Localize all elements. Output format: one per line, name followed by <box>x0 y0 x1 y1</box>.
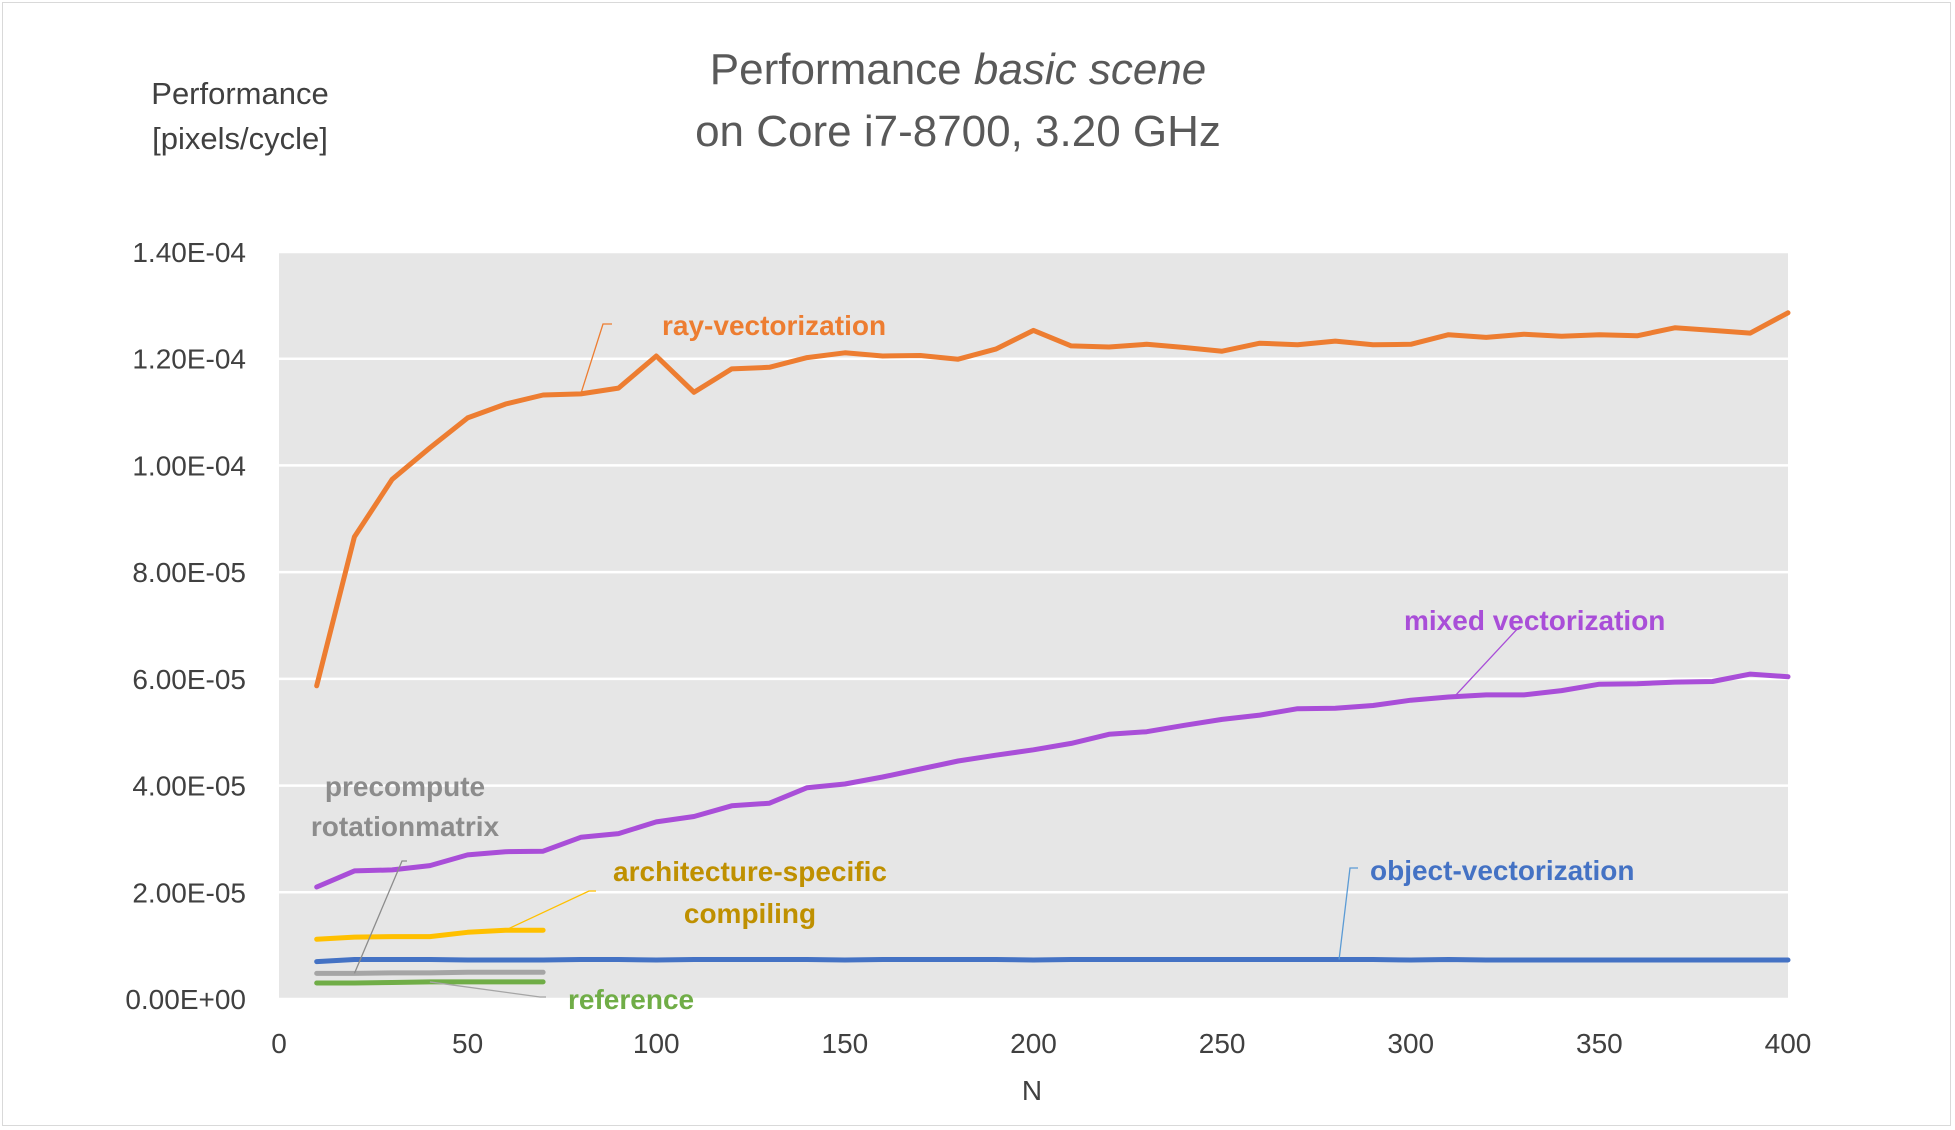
y-tick-label: 0.00E+00 <box>125 984 246 1015</box>
gridlines <box>279 250 1788 1001</box>
x-tick-label: 150 <box>822 1028 869 1059</box>
label-ray-vectorization: ray-vectorization <box>662 310 886 341</box>
chart-title-normal: Performance <box>710 45 974 94</box>
chart-title-line-2: on Core i7-8700, 3.20 GHz <box>695 107 1221 156</box>
series-line-object-vectorization <box>314 957 1791 965</box>
leader-architecture-specific <box>505 890 596 931</box>
y-axis-label-line-2: [pixels/cycle] <box>152 121 328 156</box>
leader-precompute <box>353 860 407 974</box>
y-tick-label: 1.20E-04 <box>132 344 246 375</box>
series-line-reference <box>314 979 546 986</box>
label-reference: reference <box>568 984 694 1015</box>
label-object-vectorization: object-vectorization <box>1370 855 1634 886</box>
x-axis-ticks: 0 50 100 150 200 250 300 350 400 <box>271 1028 1811 1059</box>
series-lines <box>314 310 1791 986</box>
series-line-mixed-vectorization <box>314 671 1791 890</box>
leader-ray-vectorization <box>580 323 612 395</box>
leader-object-vectorization <box>1338 867 1358 960</box>
label-precompute-line-2: rotationmatrix <box>311 811 500 842</box>
chart-title-italic: basic scene <box>974 45 1206 94</box>
leader-reference <box>429 981 546 998</box>
x-tick-label: 400 <box>1765 1028 1812 1059</box>
y-axis-ticks: 0.00E+00 2.00E-05 4.00E-05 6.00E-05 8.00E-05… <box>125 237 246 1015</box>
x-tick-label: 100 <box>633 1028 680 1059</box>
x-tick-label: 50 <box>452 1028 483 1059</box>
y-tick-label: 1.00E-04 <box>132 450 246 481</box>
y-tick-label: 2.00E-05 <box>132 877 246 908</box>
y-tick-label: 4.00E-05 <box>132 771 246 802</box>
plot-area <box>279 252 1788 999</box>
label-leader-lines <box>353 323 1521 998</box>
x-tick-label: 350 <box>1576 1028 1623 1059</box>
x-tick-label: 200 <box>1010 1028 1057 1059</box>
label-architecture-specific-line-2: compiling <box>684 898 816 929</box>
chart-title-line-1: Performance basic scene <box>710 45 1206 94</box>
x-axis-label: N <box>1022 1075 1042 1106</box>
x-tick-label: 250 <box>1199 1028 1246 1059</box>
y-axis-label-line-1: Performance <box>151 76 328 111</box>
y-tick-label: 8.00E-05 <box>132 557 246 588</box>
x-tick-label: 0 <box>271 1028 287 1059</box>
label-mixed-vectorization: mixed vectorization <box>1404 605 1665 636</box>
label-architecture-specific-line-1: architecture-specific <box>613 856 887 887</box>
leader-mixed-vectorization <box>1452 625 1521 697</box>
label-precompute-line-1: precompute <box>325 771 485 802</box>
x-tick-label: 300 <box>1387 1028 1434 1059</box>
series-line-precompute-rotationmatrix <box>314 969 546 976</box>
y-tick-label: 1.40E-04 <box>132 237 246 268</box>
y-tick-label: 6.00E-05 <box>132 664 246 695</box>
series-line-ray-vectorization <box>314 310 1791 689</box>
